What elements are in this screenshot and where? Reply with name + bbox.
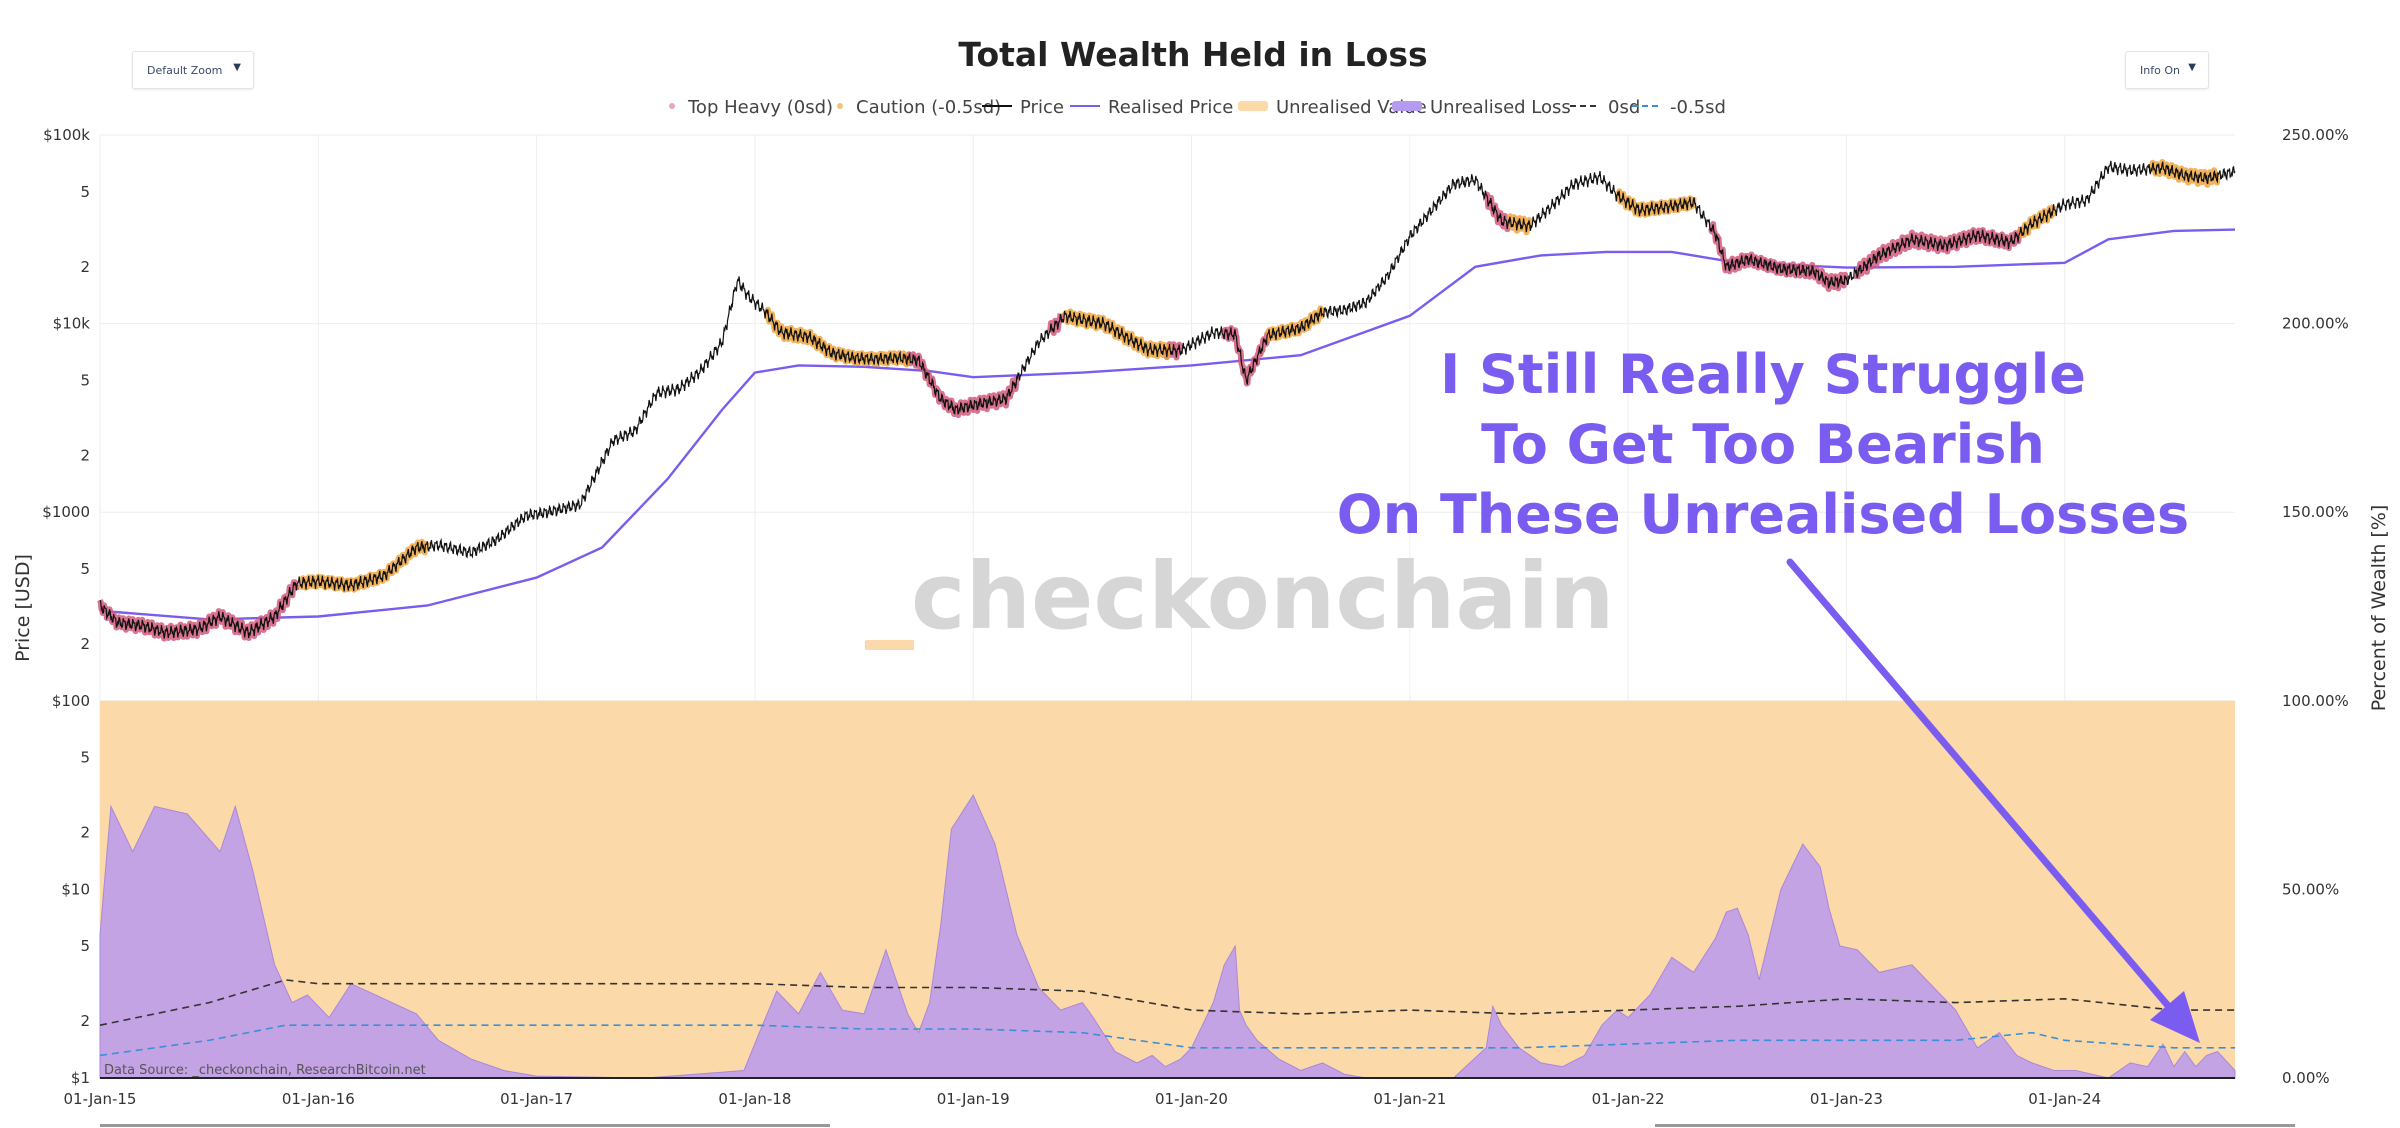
annotation-line-3: On These Unrealised Losses [1337,483,2189,546]
region-top-heavy-0sd [1221,325,1271,387]
legend-item-caution-0-5sd[interactable]: Caution (-0.5sd) [837,97,1001,118]
info-dropdown[interactable]: Info On ▼ [2125,51,2209,89]
series-price-line [99,160,2236,639]
zoom-dropdown-label: Default Zoom [147,63,223,77]
annotation: I Still Really Struggle To Get Too Beari… [1337,343,2200,1043]
y-left-label: Price [USD] [12,554,34,662]
legend-label: Realised Price [1108,97,1233,118]
y-left-tick-label: 5 [80,371,90,389]
y-left-tick-label: 5 [80,183,90,201]
x-tick-label: 01-Jan-15 [64,1090,137,1108]
series-realised-price-line [99,228,2236,621]
legend-label: Price [1020,97,1064,118]
x-tick-label: 01-Jan-24 [2028,1090,2101,1108]
series-minus-0-5sd-line [99,1024,2235,1057]
x-tick-label: 01-Jan-20 [1155,1090,1228,1108]
x-tick-label: 01-Jan-22 [1592,1090,1665,1108]
x-tick-label: 01-Jan-17 [500,1090,573,1108]
axes: 01-Jan-15 01-Jan-16 01-Jan-17 01-Jan-18 01-J… [42,126,2348,1108]
legend-item-0sd[interactable]: 0sd [1570,97,1640,118]
navigator-track-right[interactable] [1655,1124,2295,1127]
y-left-tick-label: $10k [53,315,91,333]
legend-item-top-heavy-0sd[interactable]: Top Heavy (0sd) [669,97,833,118]
legend-label: Caution (-0.5sd) [856,97,1001,118]
info-dropdown-label: Info On [2140,63,2180,77]
y-left-tick-label: 2 [80,1012,90,1030]
legend-item-realised-price[interactable]: Realised Price [1070,97,1233,118]
legend-marker-dot [669,103,675,109]
y-left-tick-label: $100k [43,126,90,144]
y-left-tick-label: 2 [80,824,90,842]
series-layer [97,159,2236,1079]
y-left-tick-label: 2 [80,446,90,464]
data-source: Data Source: _checkonchain, ResearchBitc… [104,1063,426,1078]
zoom-dropdown[interactable]: Default Zoom ▼ [132,51,254,89]
legend-marker-band [1238,101,1268,111]
annotation-line-2: To Get Too Bearish [1481,413,2045,476]
y-right-label: Percent of Wealth [%] [2368,505,2390,712]
x-tick-label: 01-Jan-18 [718,1090,791,1108]
legend[interactable]: Top Heavy (0sd) Caution (-0.5sd) Price Real… [669,97,1726,118]
navigator-scrollbar[interactable] [100,1124,2295,1127]
legend-item-unrealised-loss[interactable]: Unrealised Loss [1392,97,1571,118]
navigator-track[interactable] [100,1124,830,1127]
annotation-arrow-head [2150,991,2200,1043]
x-tick-label: 01-Jan-23 [1810,1090,1883,1108]
chevron-down-icon: ▼ [2188,62,2196,73]
y-left-tick-label: 5 [80,937,90,955]
legend-item--0-5sd[interactable]: -0.5sd [1632,97,1726,118]
y-left-tick-label: 2 [80,635,90,653]
x-tick-label: 01-Jan-16 [282,1090,355,1108]
legend-item-price[interactable]: Price [982,97,1064,118]
region-top-heavy-0sd [1708,221,1849,293]
x-tick-label: 01-Jan-21 [1373,1090,1446,1108]
watermark-underscore [866,640,914,650]
y-left-tick-label: 2 [80,258,90,276]
watermark: _checkonchain [865,543,1615,650]
legend-marker-dot [837,103,843,109]
chart-title: Total Wealth Held in Loss [958,35,1427,74]
y-left-tick-label: $10 [61,880,90,898]
annotation-line-1: I Still Really Struggle [1440,343,2086,406]
y-left-tick-label: $100 [52,692,90,710]
y-left-tick-label: $1 [71,1069,90,1087]
legend-marker-band [1392,101,1422,111]
y-right-tick-label: 100.00% [2282,692,2349,710]
y-left-tick-label: $1000 [42,503,90,521]
legend-label: Unrealised Loss [1430,97,1571,118]
y-right-tick-label: 250.00% [2282,126,2349,144]
legend-label: 0sd [1608,97,1640,118]
legend-label: Top Heavy (0sd) [687,97,833,118]
y-left-tick-label: 5 [80,560,90,578]
legend-label: Unrealised Value [1276,97,1427,118]
series-0sd-line [99,979,2235,1026]
y-right-tick-label: 150.00% [2282,503,2349,521]
y-right-tick-label: 50.00% [2282,880,2339,898]
y-right-tick-label: 200.00% [2282,315,2349,333]
annotation-arrow-shaft [1786,558,2174,1012]
chevron-down-icon: ▼ [233,62,241,73]
legend-label: -0.5sd [1670,97,1726,118]
legend-item-unrealised-value[interactable]: Unrealised Value [1238,97,1427,118]
y-left-tick-label: 5 [80,749,90,767]
y-right-tick-label: 0.00% [2282,1069,2330,1087]
x-tick-label: 01-Jan-19 [937,1090,1010,1108]
